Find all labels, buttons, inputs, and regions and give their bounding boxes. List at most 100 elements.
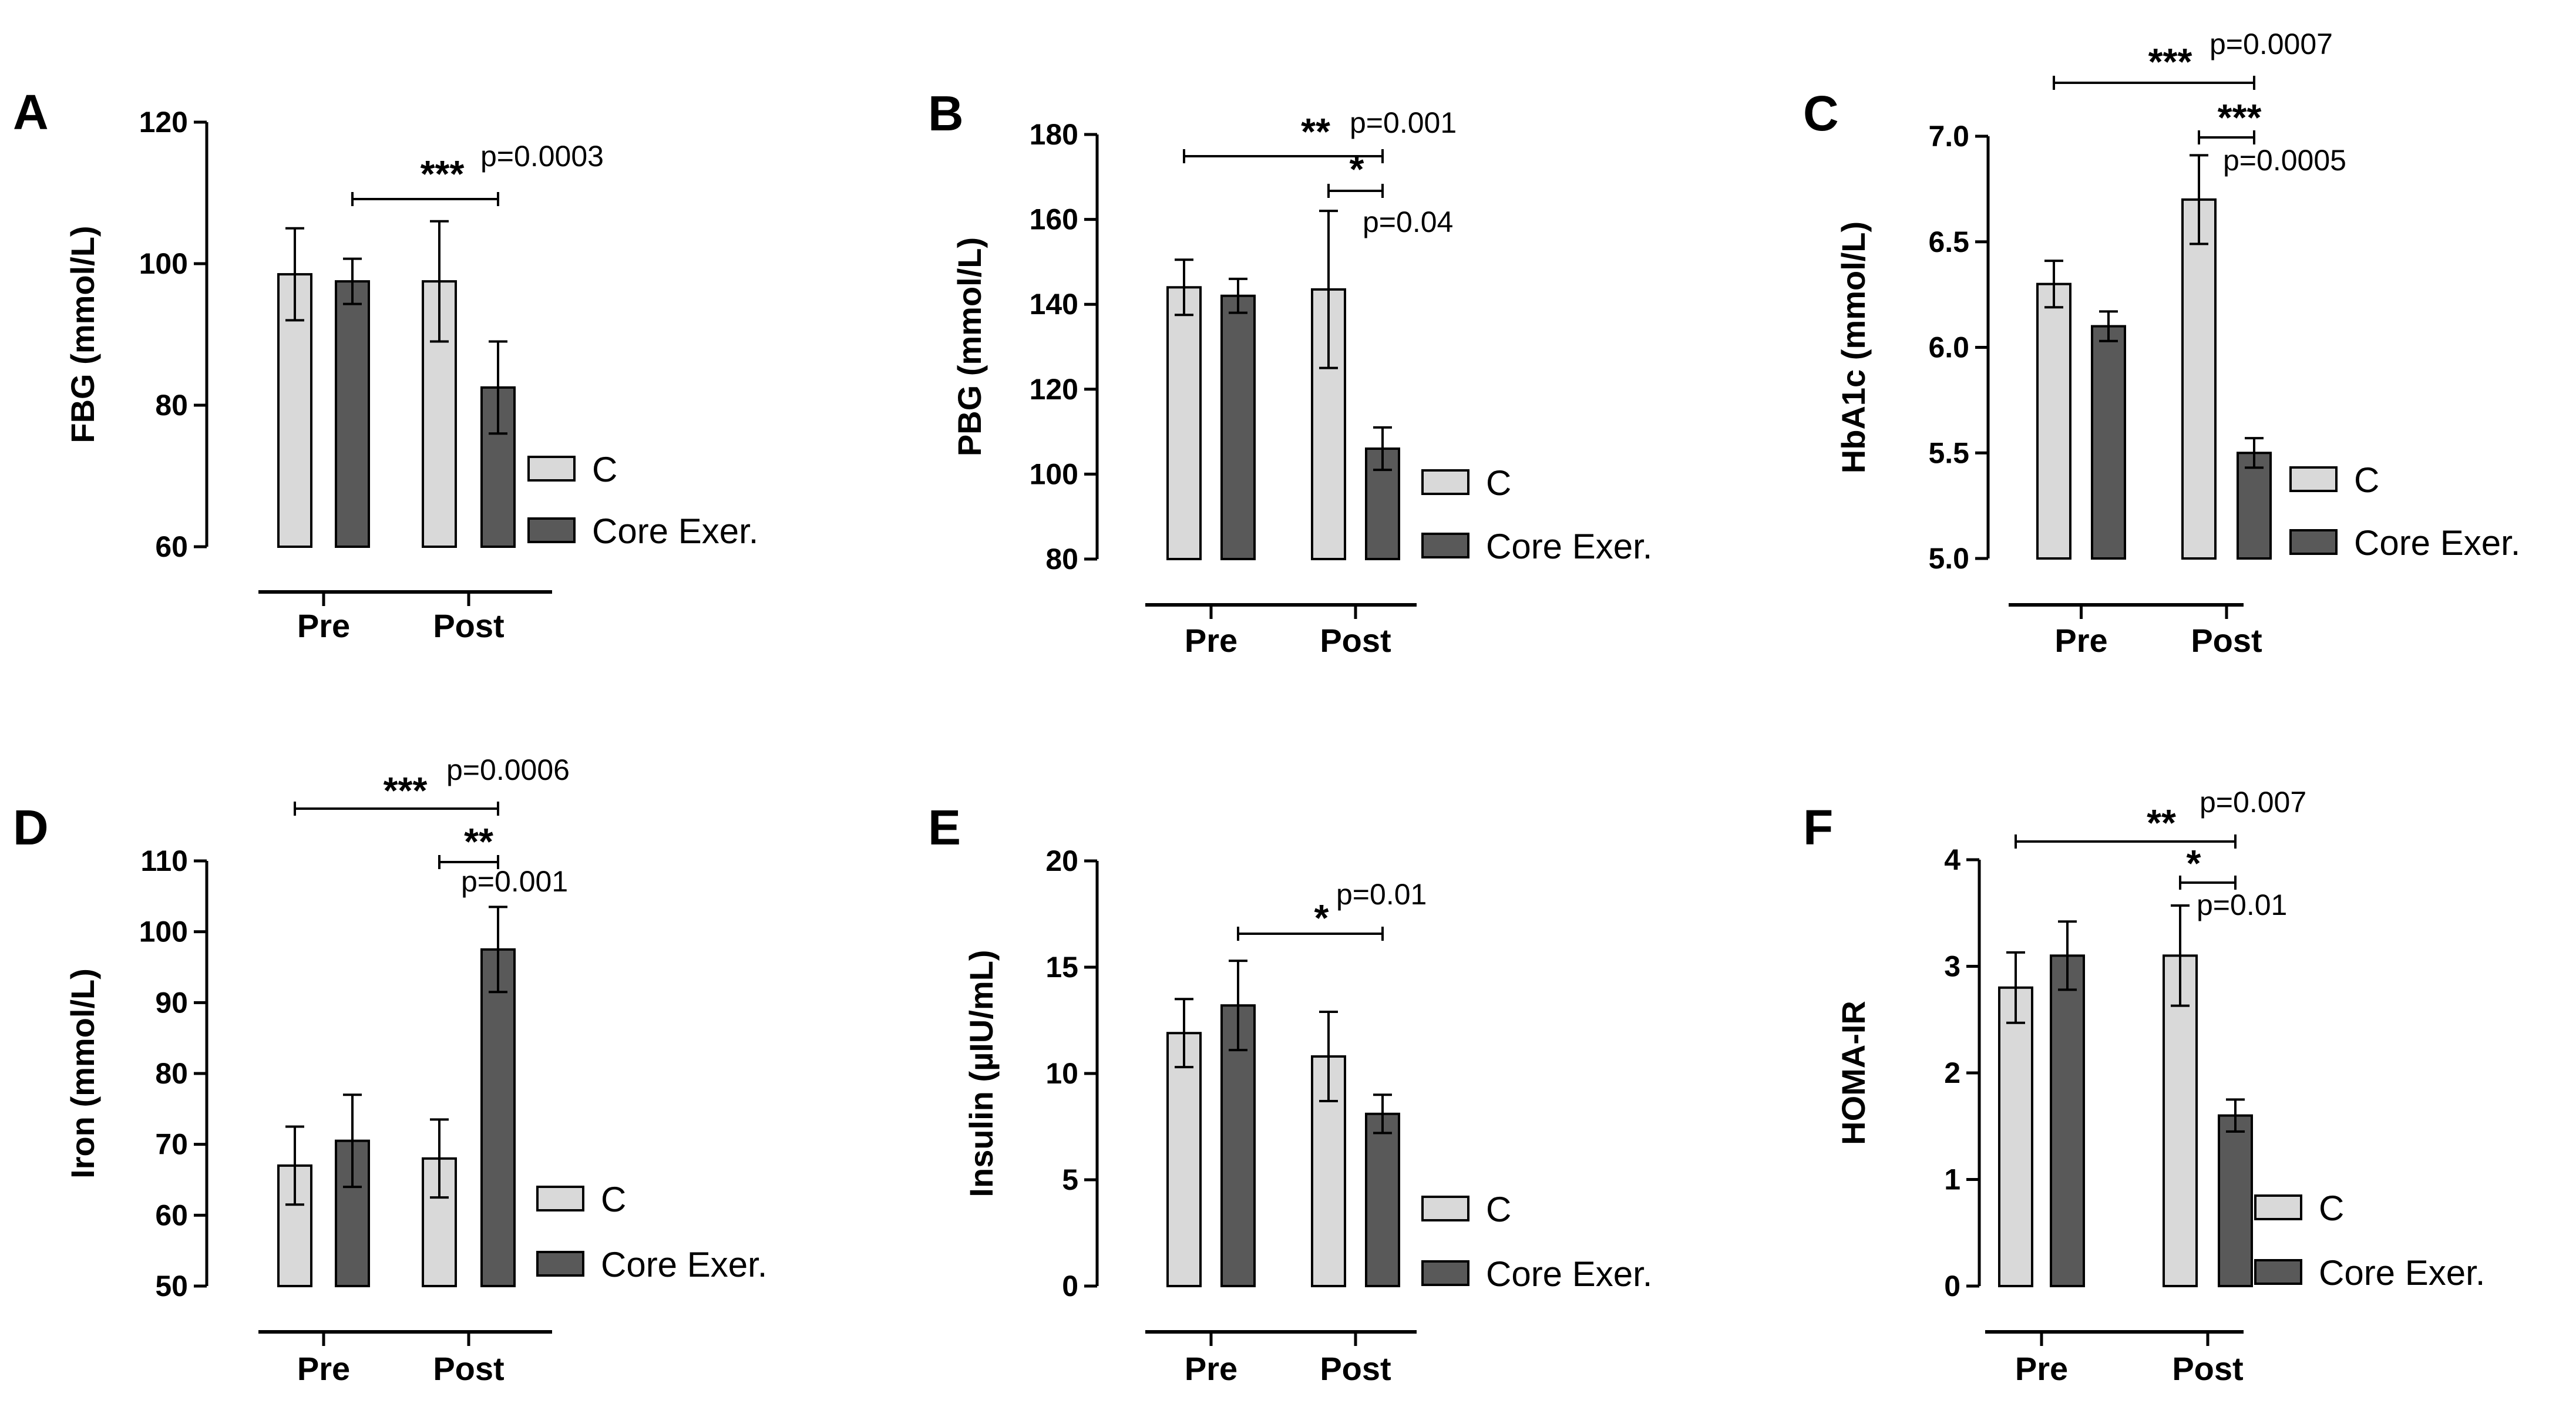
sig-p-value: p=0.01 [2197,888,2287,921]
bar-core-exer-post [480,948,516,1288]
sig-p-value: p=0.001 [461,865,568,898]
y-axis-title: HbA1c (mmol/L) [1835,221,1872,473]
legend-swatch [1421,533,1469,558]
y-tick-label: 6.0 [1928,331,1969,364]
sig-stars: *** [421,153,465,195]
y-tick-label: 60 [155,1199,188,1231]
bar-c-pre [1166,286,1202,560]
sig-p-value: p=0.01 [1336,878,1427,911]
y-tick-label: 2 [1944,1056,1960,1089]
y-tick-label: 10 [1045,1057,1078,1090]
legend-label: C [1486,463,1511,503]
sig-stars: *** [384,769,428,812]
bar-c-post [2163,954,2198,1287]
legend-label: Core Exer. [601,1245,767,1284]
x-tick-label: Post [1320,1350,1391,1387]
sig-stars: ** [464,820,493,863]
legend-swatch [2254,1194,2302,1220]
panel-e: E 0 5 10 15 20 Insulin (µIU/mL) Pre Post C Core Ex… [928,800,1652,1387]
legend-label: C [601,1180,626,1219]
x-tick-label: Pre [297,1350,350,1387]
sig-p-value: p=0.007 [2200,786,2306,819]
panel-letter: F [1803,800,1833,855]
legend-label: Core Exer. [592,511,758,551]
y-axis-title: HOMA-IR [1835,1001,1872,1145]
y-tick-label: 80 [155,389,188,422]
sig-stars: *** [2218,96,2262,139]
y-tick-label: 20 [1045,844,1078,877]
y-tick-label: 70 [155,1128,188,1161]
y-tick-label: 100 [139,916,188,948]
y-tick-label: 5.5 [1928,436,1969,469]
y-tick-label: 80 [155,1057,188,1090]
panel-letter: C [1803,86,1839,141]
y-tick-label: 60 [155,530,188,563]
legend-label: Core Exer. [1486,527,1652,566]
y-tick-label: 80 [1045,543,1078,575]
y-tick-label: 120 [1030,373,1078,406]
legend-swatch [527,517,576,543]
sig-stars: ** [1301,110,1330,153]
legend-swatch [1421,1260,1469,1286]
y-tick-label: 6.5 [1928,226,1969,258]
bar-core-exer-post [2237,452,2272,560]
legend-label: C [1486,1190,1511,1229]
legend-swatch [1421,1196,1469,1221]
bar-core-exer-pre [2050,954,2085,1287]
legend-swatch [527,456,576,482]
y-tick-label: 15 [1045,951,1078,984]
legend-swatch [536,1251,584,1277]
sig-stars: *** [2148,41,2192,83]
sig-stars: ** [2147,802,2176,844]
legend-label: C [2354,460,2379,500]
panel-letter: A [13,85,49,140]
y-tick-label: 5 [1062,1163,1078,1196]
bar-c-pre [1166,1032,1202,1287]
y-axis-title: Iron (mmol/L) [64,968,101,1179]
x-tick-label: Pre [2015,1350,2068,1387]
y-tick-label: 3 [1944,950,1960,983]
y-tick-label: 100 [1030,457,1078,490]
sig-p-value: p=0.0003 [480,140,604,173]
panel-a: A 60 80 100 120 FBG (mmol/L) Pre Post C Core Exer… [13,85,758,644]
y-axis-title: Insulin (µIU/mL) [963,950,1000,1197]
y-tick-label: 7.0 [1928,120,1969,153]
x-tick-label: Pre [2054,622,2107,659]
y-tick-label: 180 [1030,118,1078,151]
y-tick-label: 120 [139,106,188,139]
legend-swatch [2289,466,2338,492]
x-tick-label: Pre [297,607,350,644]
y-tick-label: 100 [139,247,188,280]
panel-c: C 5.0 5.5 6.0 6.5 7.0 HbA1c (mmol/L) Pre Post C Co… [1803,28,2520,659]
legend-label: C [2319,1189,2344,1228]
y-axis-title: FBG (mmol/L) [64,226,101,443]
sig-p-value: p=0.04 [1363,206,1453,238]
y-tick-label: 4 [1944,843,1960,876]
bar-c-pre [1998,986,2033,1288]
legend-swatch [2289,529,2338,555]
legend-swatch [2254,1259,2302,1285]
panel-d: D 50 60 70 80 90 100 110 Iron (mmol/L) Pre Post C Co… [13,753,767,1387]
bar-core-exer-post [2218,1114,2253,1287]
panel-letter: D [13,800,49,855]
bar-core-exer-pre [2091,325,2126,560]
x-tick-label: Pre [1185,1350,1237,1387]
sig-stars: * [1350,148,1364,190]
panel-letter: E [928,800,961,855]
y-tick-label: 1 [1944,1163,1960,1196]
y-tick-label: 50 [155,1270,188,1303]
legend-label: Core Exer. [2354,523,2520,563]
y-axis-title: PBG (mmol/L) [951,237,988,456]
panel-b: B 80 100 120 140 160 180 PBG (mmol/L) Pre Post C Co… [928,86,1652,659]
y-tick-label: 5.0 [1928,542,1969,575]
bar-core-exer-pre [335,280,370,548]
legend-swatch [1421,469,1469,495]
bar-core-exer-pre [1220,294,1256,560]
panel-f: F 0 1 2 3 4 HOMA-IR Pre Post C Core Exer. ** p=0.007… [1803,786,2485,1387]
panel-letter: B [928,86,964,141]
sig-p-value: p=0.0007 [2210,28,2333,60]
x-tick-label: Post [433,607,504,644]
bar-core-exer-post [480,386,516,548]
x-tick-label: Pre [1185,622,1237,659]
